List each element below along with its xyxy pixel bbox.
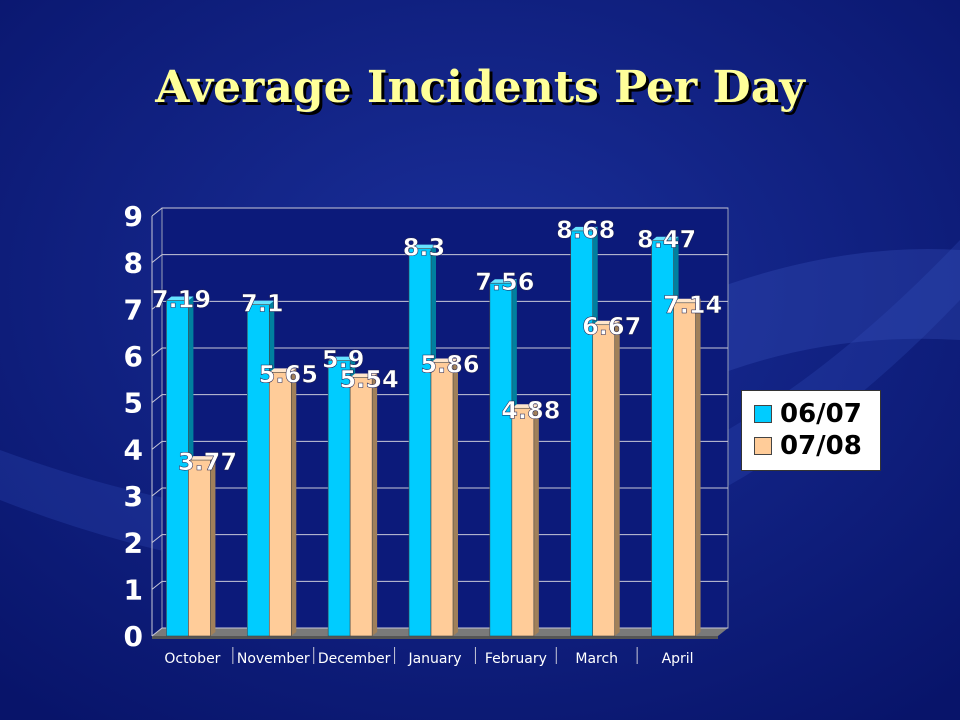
gridline-depth bbox=[151, 580, 163, 590]
x-tick-label: April bbox=[662, 651, 694, 667]
plot-floor-edge bbox=[152, 636, 718, 639]
data-label: 8.3 bbox=[403, 234, 446, 262]
bar-top bbox=[673, 298, 701, 303]
bar-front bbox=[489, 282, 513, 637]
y-tick-label: 8 bbox=[124, 247, 143, 280]
y-axis-ticks: 0 1 2 3 4 5 6 7 8 9 bbox=[124, 200, 143, 653]
y-tick-label: 3 bbox=[124, 480, 143, 513]
data-label: 6.67 bbox=[582, 313, 641, 341]
data-label: 5.9 bbox=[322, 346, 365, 374]
bar-top bbox=[188, 456, 216, 461]
gridline-depth bbox=[151, 487, 163, 497]
bar-top bbox=[651, 236, 679, 241]
bar-front bbox=[246, 304, 270, 637]
gridline-depth bbox=[151, 534, 163, 544]
bar-s2-december bbox=[349, 373, 378, 637]
bar-front bbox=[570, 230, 594, 637]
bar-top bbox=[166, 296, 194, 301]
data-label: 7.1 bbox=[241, 290, 284, 318]
data-labels: 7.19 3.77 7.1 5.655.95.54 8.3 5.86 7.56 4.88 8.6… bbox=[152, 216, 723, 477]
data-label: 4.88 bbox=[501, 396, 560, 424]
bar-top bbox=[570, 226, 598, 231]
legend-item-series-1: 06/07 bbox=[754, 399, 862, 429]
bar-s2-january bbox=[430, 358, 458, 637]
bar-s2-november bbox=[268, 368, 297, 637]
bar-s2-march bbox=[592, 320, 620, 637]
bar-front bbox=[349, 377, 373, 637]
y-tick-label: 2 bbox=[124, 527, 143, 560]
bar-s2-february bbox=[511, 404, 539, 637]
bar-side bbox=[453, 358, 458, 636]
bar-s2-october bbox=[188, 456, 216, 637]
gridline-depth bbox=[151, 627, 163, 637]
x-tick-label: January bbox=[407, 651, 461, 667]
bar-front bbox=[673, 302, 696, 637]
x-tick-label: November bbox=[237, 651, 310, 667]
data-label: 3.77 bbox=[178, 448, 237, 476]
slide-title: Average Incidents Per Day bbox=[155, 62, 805, 113]
bar-top bbox=[511, 404, 539, 409]
y-tick-label: 0 bbox=[124, 620, 143, 653]
bar-side bbox=[372, 373, 378, 636]
bar-top bbox=[328, 356, 356, 361]
x-tick-label: December bbox=[318, 651, 391, 667]
bar-front bbox=[268, 372, 292, 637]
data-label: 7.56 bbox=[475, 268, 534, 296]
data-label: 5.65 bbox=[259, 360, 318, 388]
data-label: 8.68 bbox=[556, 216, 615, 244]
x-axis-ticks: October November December January February Ma… bbox=[164, 647, 694, 667]
gridline-depth bbox=[151, 254, 163, 264]
bar-front bbox=[430, 362, 454, 637]
bar-s2-april bbox=[673, 298, 701, 637]
gridline-depth bbox=[151, 207, 163, 217]
bar-top bbox=[350, 373, 378, 378]
bar-front bbox=[511, 407, 535, 637]
y-tick-label: 5 bbox=[124, 387, 143, 420]
legend-swatch-series-2 bbox=[754, 437, 772, 455]
data-label: 8.47 bbox=[637, 226, 696, 254]
x-tick-label: October bbox=[164, 651, 220, 667]
bar-top bbox=[409, 244, 436, 249]
bar-top bbox=[269, 368, 297, 373]
bar-side bbox=[533, 404, 539, 636]
bar-side bbox=[210, 456, 216, 636]
bar-top bbox=[247, 300, 275, 305]
data-label: 5.86 bbox=[420, 351, 479, 379]
bars bbox=[166, 226, 701, 637]
y-tick-label: 9 bbox=[124, 200, 143, 233]
legend-swatch-series-1 bbox=[754, 405, 772, 423]
bar-side bbox=[614, 320, 620, 636]
data-label: 5.54 bbox=[340, 365, 399, 393]
legend-label-series-2: 07/08 bbox=[780, 431, 862, 461]
chart-legend: 06/07 07/08 bbox=[741, 390, 881, 471]
bar-top bbox=[489, 279, 517, 284]
x-tick-label: March bbox=[575, 651, 618, 667]
bar-side bbox=[695, 298, 701, 636]
legend-label-series-1: 06/07 bbox=[780, 399, 862, 429]
bar-front bbox=[327, 360, 351, 637]
gridline-depth bbox=[151, 440, 163, 450]
bar-front bbox=[408, 248, 432, 637]
bar-front bbox=[188, 459, 211, 637]
y-tick-label: 1 bbox=[124, 573, 143, 606]
bar-side bbox=[291, 368, 297, 636]
y-tick-label: 6 bbox=[124, 340, 143, 373]
data-label: 7.14 bbox=[663, 291, 722, 319]
y-tick-label: 7 bbox=[124, 293, 143, 326]
x-tick-label: February bbox=[485, 651, 547, 667]
legend-item-series-2: 07/08 bbox=[754, 431, 862, 461]
bar-top bbox=[592, 320, 620, 325]
data-label: 7.19 bbox=[152, 285, 211, 313]
gridline-depth bbox=[151, 394, 163, 404]
gridline-depth bbox=[151, 300, 163, 310]
bar-top bbox=[431, 358, 458, 363]
gridline-depth bbox=[151, 347, 163, 357]
bar-front bbox=[592, 324, 616, 637]
y-tick-label: 4 bbox=[124, 433, 143, 466]
